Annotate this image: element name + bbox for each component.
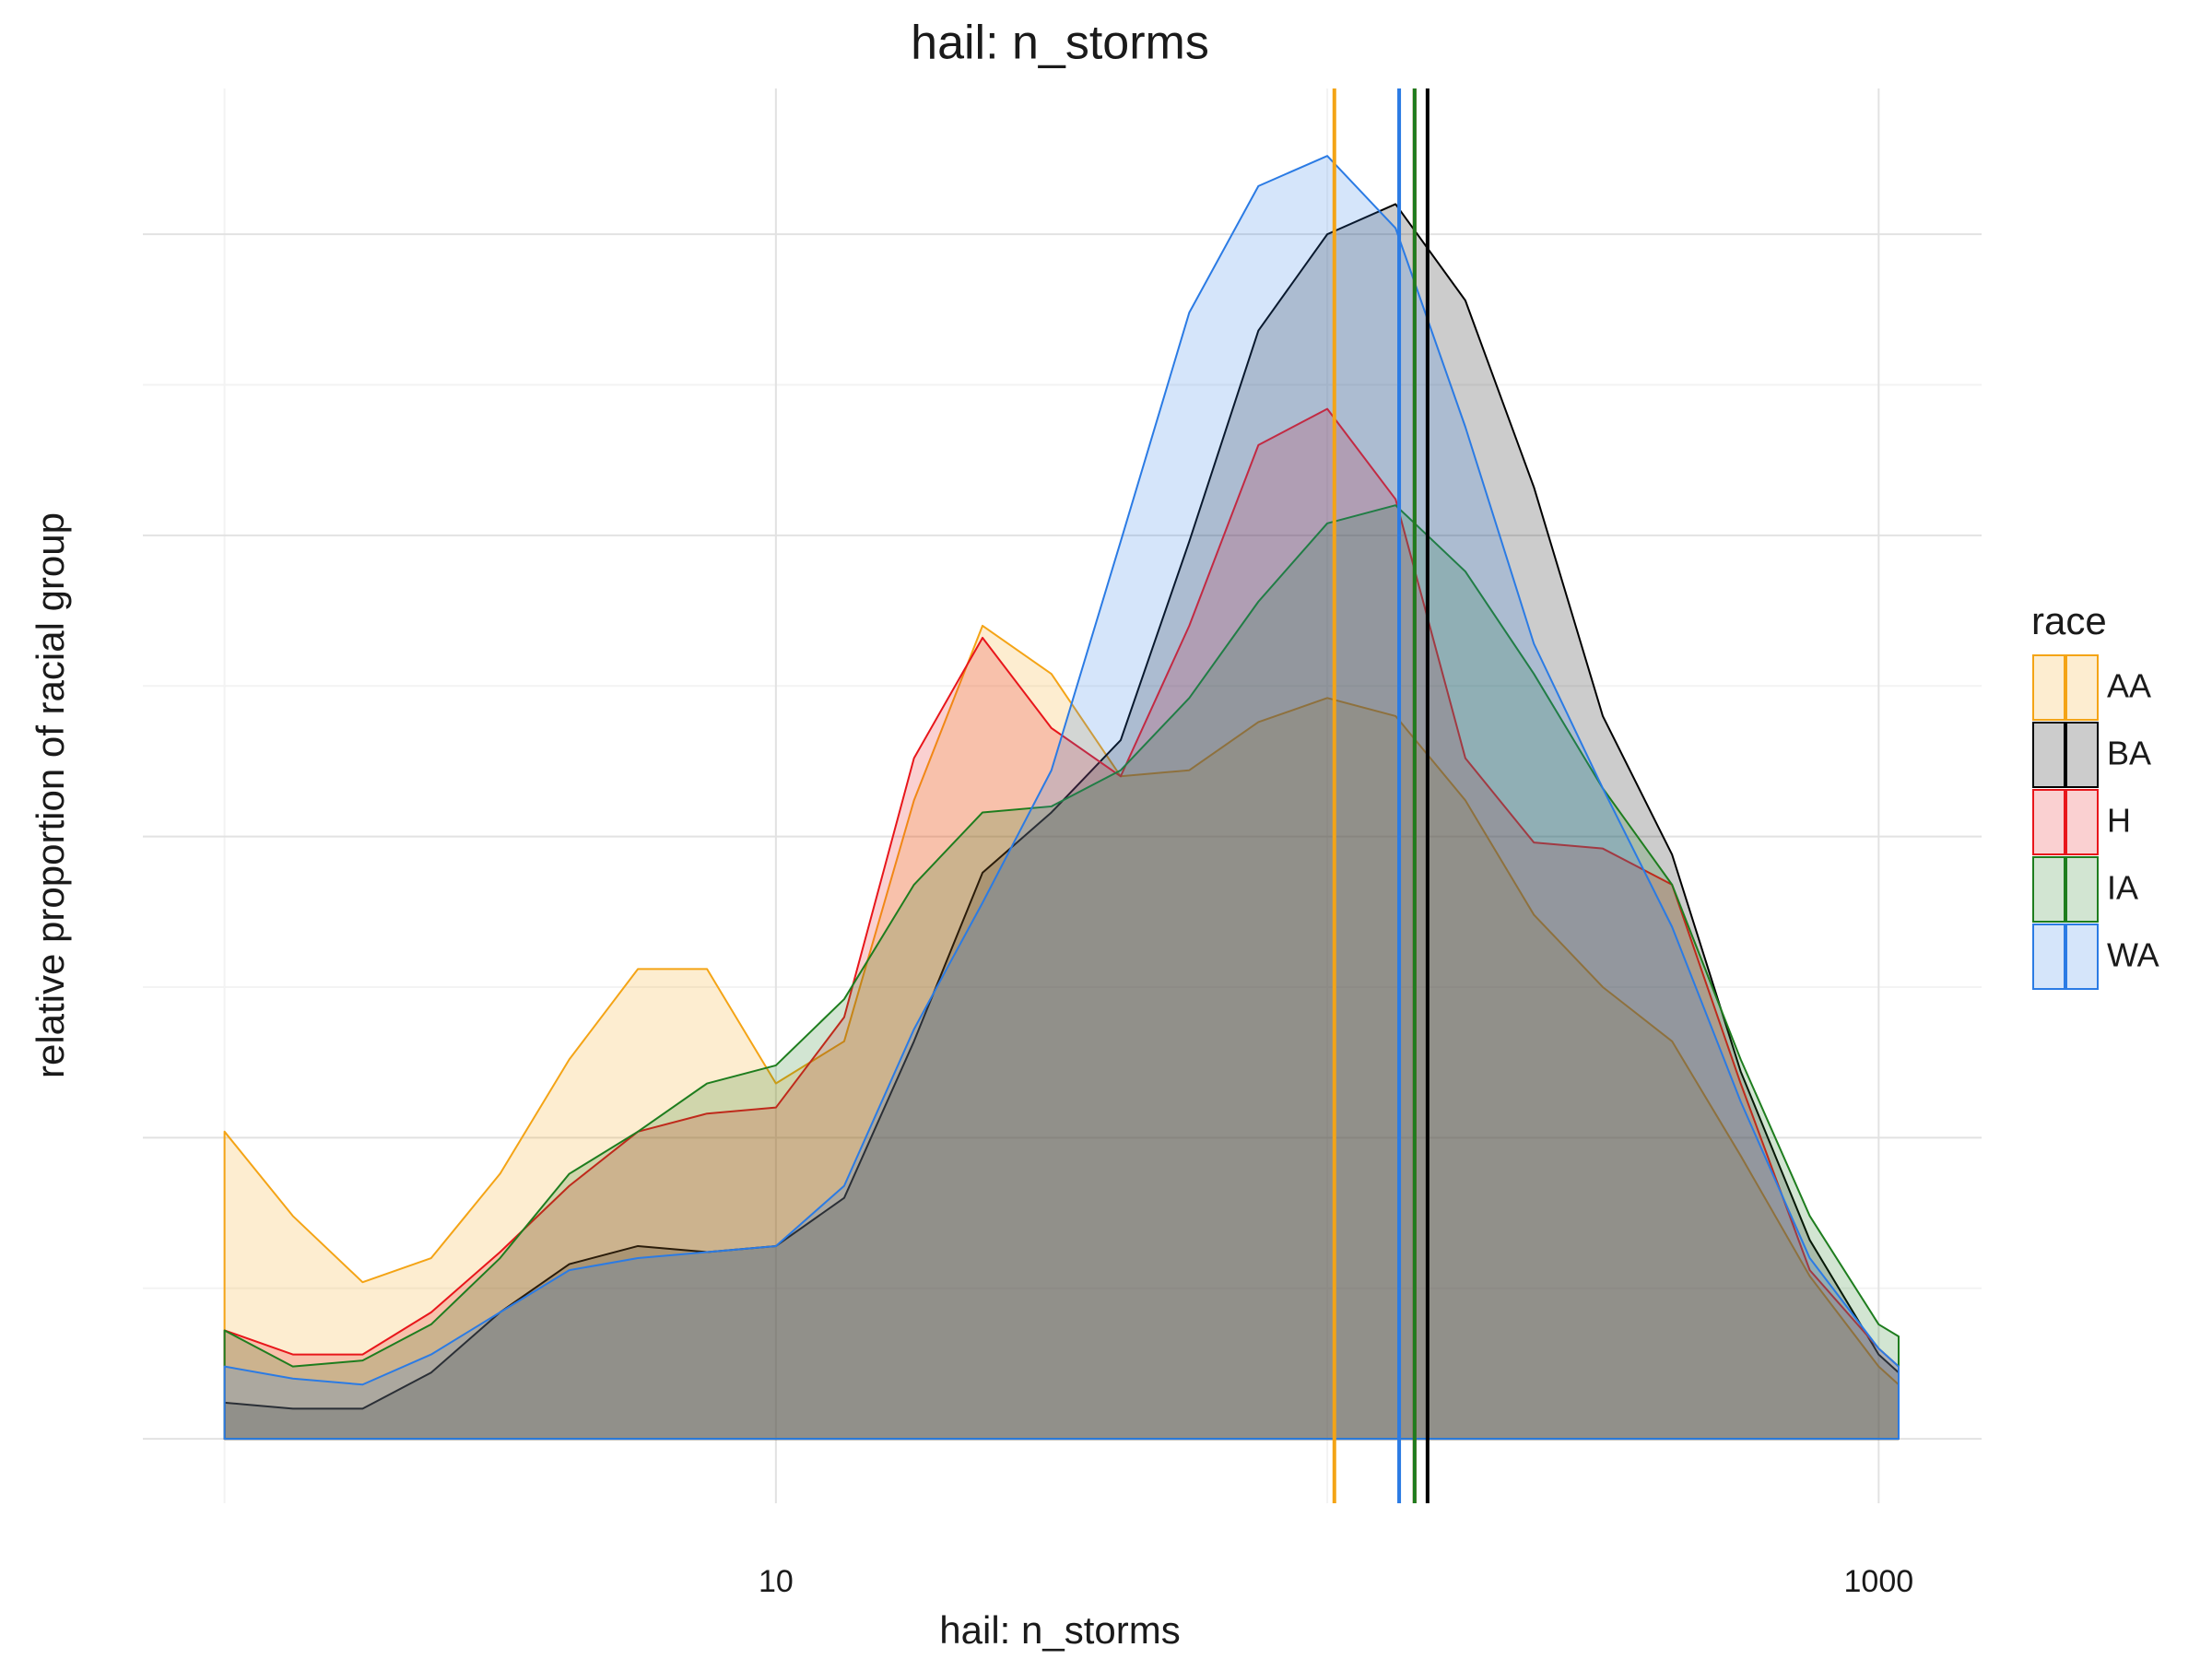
density-area [223,504,1900,1441]
legend-item: AA [2032,654,2151,721]
legend-label: WA [2107,936,2159,974]
grid [143,88,1982,1503]
chart-title: hail: n_storms [911,17,1209,70]
y-axis-label: relative proportion of racial group [29,512,72,1078]
legend-label: H [2107,802,2131,840]
density-area [223,155,1900,1441]
legend-item: IA [2032,856,2138,923]
legend-label: IA [2107,869,2138,907]
legend-title: race [2031,599,2107,642]
x-axis-label: hail: n_storms [939,1608,1180,1652]
legend-label: AA [2107,667,2151,705]
legend-item: BA [2032,722,2151,788]
legend-item: WA [2032,924,2159,990]
legend-label: BA [2107,735,2151,772]
density-area [223,203,1900,1441]
density-area [223,407,1900,1441]
x-tick-label: 10 [759,1564,794,1599]
legend-item: H [2032,789,2131,855]
x-tick-label: 1000 [1844,1564,1914,1599]
